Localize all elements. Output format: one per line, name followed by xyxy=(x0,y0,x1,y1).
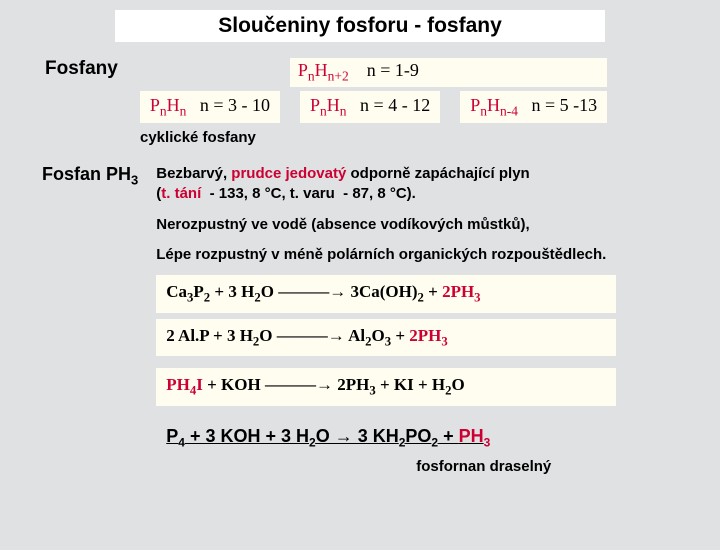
footer-label: fosfornan draselný xyxy=(416,457,616,477)
page-title: Sloučeniny fosforu - fosfany xyxy=(218,14,502,37)
body-column: Bezbarvý, prudce jedovatý odporně zapách… xyxy=(156,164,646,477)
main-content: Fosfan PH3 Bezbarvý, prudce jedovatý odp… xyxy=(0,164,720,477)
top-formula-row: Fosfany PnHn+2 n = 1-9 PnHn n = 3 - 10 P… xyxy=(0,58,720,123)
cyclic-label: cyklické fosfany xyxy=(140,129,720,146)
fosfan-ph3-label: Fosfan PH3 xyxy=(42,164,138,477)
formula-bot-3: PnHn-4 n = 5 -13 xyxy=(460,91,607,124)
para1: Bezbarvý, prudce jedovatý odporně zapách… xyxy=(156,164,616,205)
final-equation: P4 + 3 KOH + 3 H2O → 3 KH2PO2 + PH3 xyxy=(166,424,616,451)
formula-bot-2: PnHn n = 4 - 12 xyxy=(300,91,440,124)
equation-2: 2 Al.P + 3 H2O ———→ Al2O3 + 2PH3 xyxy=(156,319,616,357)
formula-bot-1: PnHn n = 3 - 10 xyxy=(140,91,280,124)
para3: Lépe rozpustný v méně polárních organick… xyxy=(156,245,616,265)
equation-3: PH4I + KOH ———→ 2PH3 + KI + H2O xyxy=(156,368,616,406)
formula-top: PnHn+2 n = 1-9 xyxy=(290,58,607,87)
equation-1: Ca3P2 + 3 H2O ———→ 3Ca(OH)2 + 2PH3 xyxy=(156,275,616,313)
section-fosfany: Fosfany xyxy=(45,58,118,80)
para2: Nerozpustný ve vodě (absence vodíkových … xyxy=(156,215,616,235)
title-box: Sloučeniny fosforu - fosfany xyxy=(115,10,605,42)
